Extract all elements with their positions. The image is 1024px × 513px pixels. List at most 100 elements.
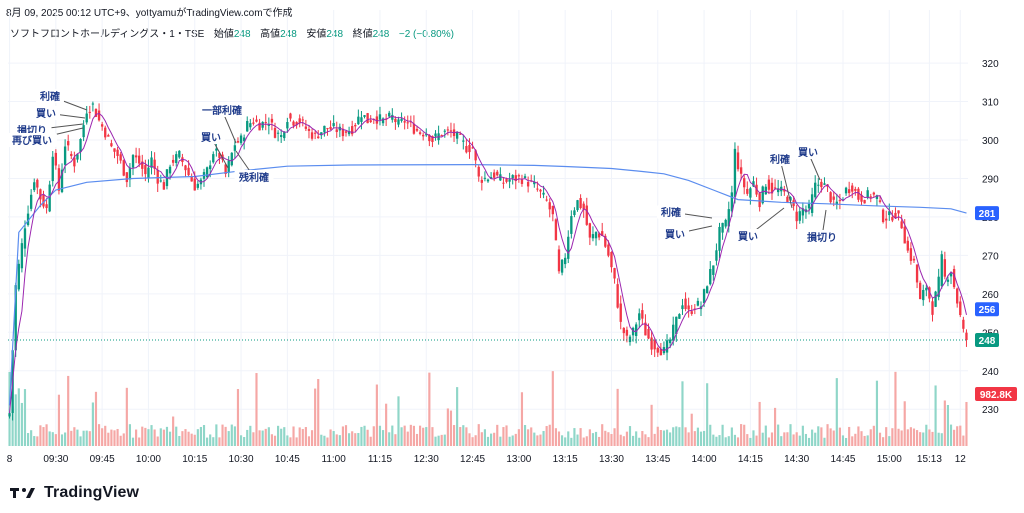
candle-body [17,263,20,290]
candle-body [403,121,406,123]
volume-bar [912,428,916,446]
annotation-label: 買い [36,108,56,120]
volume-bar [647,437,650,446]
volume-bar [119,435,122,446]
candle-body [249,123,252,128]
candle-body [313,132,317,134]
volume-bar [493,432,496,446]
candle-body [378,114,382,120]
volume-bar [798,435,801,446]
candle-body [915,264,919,283]
candle-body [922,289,925,301]
candle-body [366,113,369,124]
candle-body [168,166,172,174]
candle-body [634,324,638,337]
candle-body [937,276,940,298]
candle-body [607,244,610,256]
candle-body [696,300,700,306]
x-tick-label: 13:00 [506,454,531,465]
candle-body [273,128,277,138]
annotation-label: 買い [201,132,221,144]
volume-bar [638,437,641,446]
annotation-bg [234,170,274,184]
volume-bar [499,436,502,446]
volume-bar [604,430,607,446]
volume-bar [363,425,366,446]
candle-body [489,177,493,179]
candle-body [215,148,218,151]
volume-bar [209,434,212,446]
volume-bar [854,433,857,446]
volume-bar [841,435,845,446]
volume-bar [536,435,539,446]
volume-bar [755,435,758,446]
tradingview-logo[interactable]: TradingView [10,484,139,502]
volume-bar [233,426,236,446]
candle-body [662,347,666,354]
annotation-label: 利確 [770,153,790,166]
candle-body [42,194,45,207]
candle-body [548,202,551,210]
candle-body [727,209,730,227]
candle-body [212,154,215,163]
volume-bar [73,427,76,446]
volume-bar [196,429,199,446]
candle-body [8,413,11,417]
price-tag-label: 248 [979,336,996,347]
candle-body [863,200,866,204]
candle-body [39,189,42,200]
candle-body [190,176,193,182]
volume-bar [153,429,156,446]
volume-bar [891,428,894,446]
volume-bar [943,400,946,446]
candle-body [650,337,653,350]
candle-body [307,128,311,131]
volume-bar [857,426,860,446]
x-tick-label: 14:45 [830,454,855,465]
candle-body [252,122,255,124]
candle-body [823,183,826,185]
candle-body [514,175,517,182]
candle-body [79,139,82,152]
candle-body [323,125,326,133]
candle-body [820,181,823,188]
volume-bar [820,427,823,446]
candle-body [45,204,48,209]
volume-bar [286,435,289,446]
volume-bar [823,437,826,446]
candle-body [860,194,863,202]
volume-bar [897,428,900,446]
annotation-bg [657,205,685,219]
candle-body [894,212,897,218]
candle-body [246,120,249,132]
candle-body [712,265,715,275]
volume-bar [635,431,638,446]
annotation-label: 残利確 [239,171,269,184]
volume-bar [684,427,687,446]
candle-body [752,181,755,187]
volume-bar [483,429,486,446]
volume-bar [320,434,323,446]
candle-body [798,211,801,221]
volume-bar [851,436,854,446]
candle-body [724,219,727,227]
candle-body [952,269,956,288]
candle-body [687,305,690,310]
candle-body [736,152,740,170]
volume-bar [221,424,224,446]
volume-bar [471,437,474,446]
volume-bar [780,436,783,446]
volume-bar [128,424,132,446]
volume-bar [885,427,888,446]
volume-bar [162,429,165,446]
volume-bar [653,433,656,446]
volume-bar [807,437,811,446]
candle-body [440,135,443,137]
volume-bar [675,426,678,446]
candle-body [616,284,619,308]
volume-bar [656,426,659,446]
volume-bar [156,436,159,446]
volume-bar [875,380,879,446]
volume-bar [736,437,740,446]
